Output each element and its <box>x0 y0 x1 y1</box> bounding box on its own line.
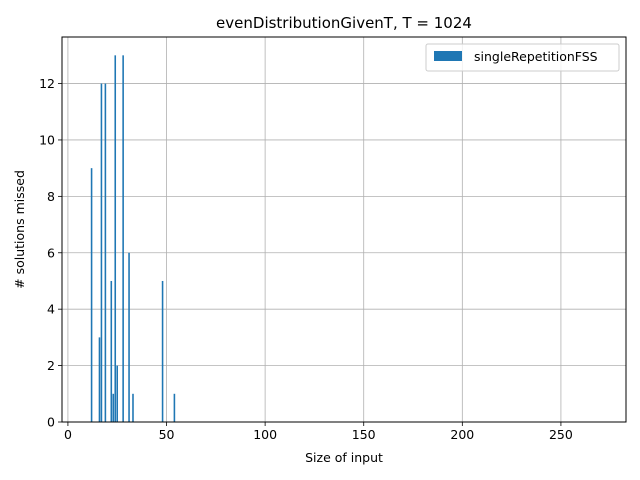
legend: singleRepetitionFSS <box>425 43 620 72</box>
bar <box>114 55 117 422</box>
x-tick-label: 100 <box>253 427 277 442</box>
plot-area <box>62 37 626 422</box>
chart-title: evenDistributionGivenT, T = 1024 <box>216 14 472 32</box>
plot-frame <box>61 36 627 423</box>
x-tick-label: 50 <box>159 427 175 442</box>
bar <box>122 55 124 422</box>
x-tick-label: 200 <box>450 427 474 442</box>
x-tick-label: 0 <box>64 427 72 442</box>
legend-box <box>425 43 620 72</box>
y-axis-ticks: 0 2 4 6 8 10 12 <box>39 76 62 430</box>
bars <box>90 55 176 423</box>
y-tick-label: 12 <box>39 76 55 91</box>
y-tick-label: 10 <box>39 132 55 147</box>
bar <box>161 280 164 422</box>
bar <box>90 168 93 422</box>
x-tick-label: 250 <box>549 427 573 442</box>
bar <box>173 393 176 422</box>
legend-swatch <box>434 51 462 61</box>
bar <box>100 83 103 423</box>
grid-lines <box>62 37 626 423</box>
x-axis-ticks: 0 50 100 150 200 250 <box>64 422 573 442</box>
y-tick-label: 2 <box>47 358 55 373</box>
legend-label: singleRepetitionFSS <box>474 49 598 64</box>
y-axis-label: # solutions missed <box>12 170 27 289</box>
bar <box>104 83 107 423</box>
y-tick-label: 4 <box>47 302 55 317</box>
y-tick-label: 6 <box>47 245 55 260</box>
bar <box>132 393 134 422</box>
x-axis-label: Size of input <box>305 450 383 465</box>
bar <box>110 280 113 422</box>
bar <box>116 365 119 422</box>
bar <box>128 252 130 422</box>
bar <box>98 337 101 422</box>
bar <box>112 393 115 422</box>
x-tick-label: 150 <box>352 427 376 442</box>
y-tick-label: 8 <box>47 189 55 204</box>
y-tick-label: 0 <box>47 415 55 430</box>
